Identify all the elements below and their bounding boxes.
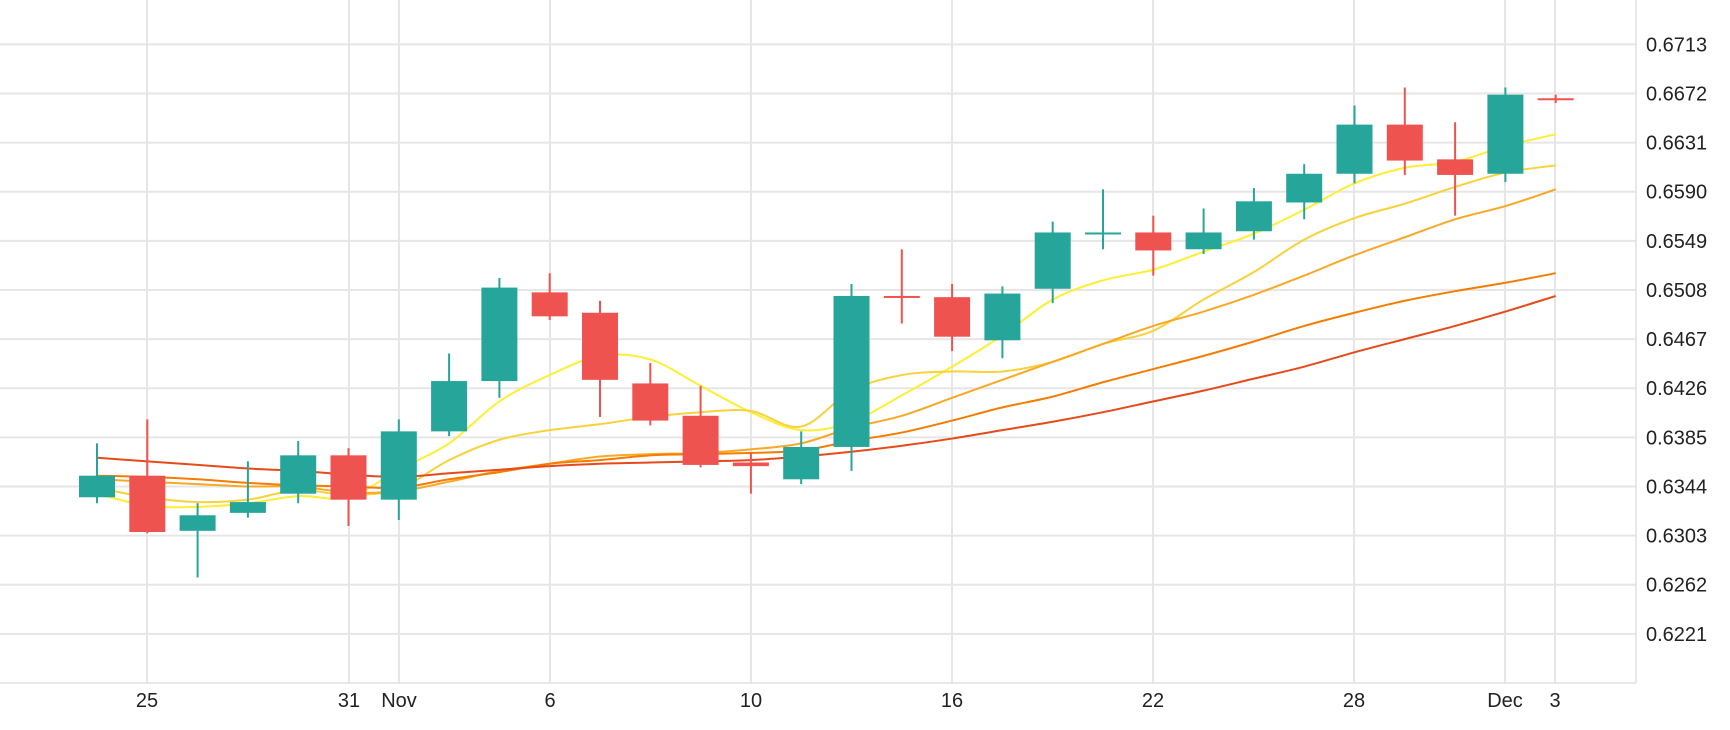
candle-body bbox=[280, 455, 317, 494]
candle-body bbox=[1537, 98, 1574, 101]
candle-body bbox=[632, 383, 669, 421]
x-tick-label: 31 bbox=[338, 690, 360, 712]
moving-average-line bbox=[96, 133, 1556, 509]
x-axis: 25 31 Nov 6 10 16 22 28 Dec 3 bbox=[136, 690, 1561, 712]
candle bbox=[431, 353, 468, 437]
candle bbox=[330, 448, 367, 527]
candle bbox=[1235, 188, 1272, 240]
candle-body bbox=[1336, 124, 1373, 174]
x-tick-label: Dec bbox=[1487, 690, 1523, 712]
y-tick-label: 0.6672 bbox=[1646, 83, 1707, 105]
candle-body bbox=[1487, 94, 1524, 174]
candle-body bbox=[229, 502, 266, 513]
x-tick-label: 28 bbox=[1343, 690, 1365, 712]
candles bbox=[79, 87, 1574, 578]
candle-body bbox=[582, 312, 618, 380]
candle bbox=[531, 273, 568, 320]
y-tick-label: 0.6344 bbox=[1646, 476, 1707, 498]
y-tick-label: 0.6426 bbox=[1646, 378, 1707, 400]
y-tick-label: 0.6631 bbox=[1646, 133, 1707, 155]
y-axis: 0.6713 0.6672 0.6631 0.6590 0.6549 0.6508 0.64… bbox=[1646, 34, 1707, 646]
candle-body bbox=[1185, 232, 1222, 250]
candle bbox=[883, 249, 920, 324]
candle bbox=[1034, 221, 1071, 304]
candle bbox=[732, 452, 769, 494]
candle-body bbox=[79, 475, 115, 498]
candle bbox=[129, 419, 166, 534]
candle bbox=[984, 286, 1021, 359]
candle bbox=[179, 503, 216, 578]
candle-body bbox=[179, 515, 216, 531]
candle-body bbox=[531, 292, 568, 317]
candle-body bbox=[1034, 232, 1071, 289]
candle bbox=[1487, 87, 1524, 183]
y-tick-label: 0.6221 bbox=[1646, 624, 1707, 646]
candle-body bbox=[431, 381, 468, 432]
candle-body bbox=[380, 431, 417, 500]
candle bbox=[582, 300, 618, 417]
y-tick-label: 0.6385 bbox=[1646, 427, 1707, 449]
candle bbox=[632, 363, 669, 426]
candle-body bbox=[1386, 124, 1423, 161]
candle-body bbox=[129, 475, 166, 533]
candle bbox=[229, 461, 266, 518]
candle bbox=[1286, 164, 1323, 220]
candle bbox=[833, 283, 870, 471]
candle bbox=[934, 283, 971, 352]
y-tick-label: 0.6713 bbox=[1646, 34, 1707, 56]
candle bbox=[1537, 94, 1574, 104]
candle-body bbox=[682, 415, 719, 465]
candle-body bbox=[481, 287, 518, 382]
candle-body bbox=[984, 293, 1021, 341]
candle-body bbox=[934, 297, 971, 337]
moving-average-line bbox=[96, 295, 1556, 478]
candle bbox=[783, 431, 820, 485]
candle-body bbox=[833, 295, 870, 447]
y-tick-label: 0.6590 bbox=[1646, 182, 1707, 204]
y-tick-label: 0.6508 bbox=[1646, 280, 1707, 302]
y-tick-label: 0.6262 bbox=[1646, 575, 1707, 597]
candle bbox=[682, 385, 719, 468]
candle bbox=[1135, 215, 1172, 276]
candle bbox=[79, 443, 115, 504]
candle bbox=[1386, 87, 1423, 175]
candle bbox=[1437, 122, 1474, 216]
grid bbox=[0, 0, 1637, 684]
x-tick-label: 16 bbox=[941, 690, 963, 712]
moving-average-line bbox=[96, 188, 1557, 494]
x-tick-label: 3 bbox=[1549, 690, 1560, 712]
y-tick-label: 0.6549 bbox=[1646, 231, 1707, 253]
candle-body bbox=[1235, 201, 1272, 232]
x-tick-label: 6 bbox=[544, 690, 555, 712]
candle-body bbox=[1437, 159, 1474, 175]
candle-body bbox=[883, 295, 920, 298]
candle bbox=[380, 419, 417, 521]
candle-body bbox=[1085, 232, 1121, 235]
y-tick-label: 0.6303 bbox=[1646, 526, 1707, 548]
candle-body bbox=[1135, 232, 1172, 251]
candle-body bbox=[1286, 173, 1323, 203]
candle bbox=[1085, 189, 1121, 250]
moving-average-line bbox=[96, 164, 1556, 504]
x-tick-label: Nov bbox=[381, 690, 417, 712]
candle-body bbox=[330, 455, 367, 500]
y-tick-label: 0.6467 bbox=[1646, 329, 1707, 351]
candle bbox=[481, 277, 518, 398]
moving-average-lines bbox=[96, 133, 1557, 509]
x-tick-label: 10 bbox=[740, 690, 762, 712]
candle bbox=[1185, 208, 1222, 255]
x-tick-label: 25 bbox=[136, 690, 158, 712]
candle bbox=[1336, 105, 1373, 184]
candle-body bbox=[783, 446, 820, 480]
x-tick-label: 22 bbox=[1142, 690, 1164, 712]
candle-body bbox=[732, 462, 769, 467]
candle bbox=[280, 440, 317, 504]
